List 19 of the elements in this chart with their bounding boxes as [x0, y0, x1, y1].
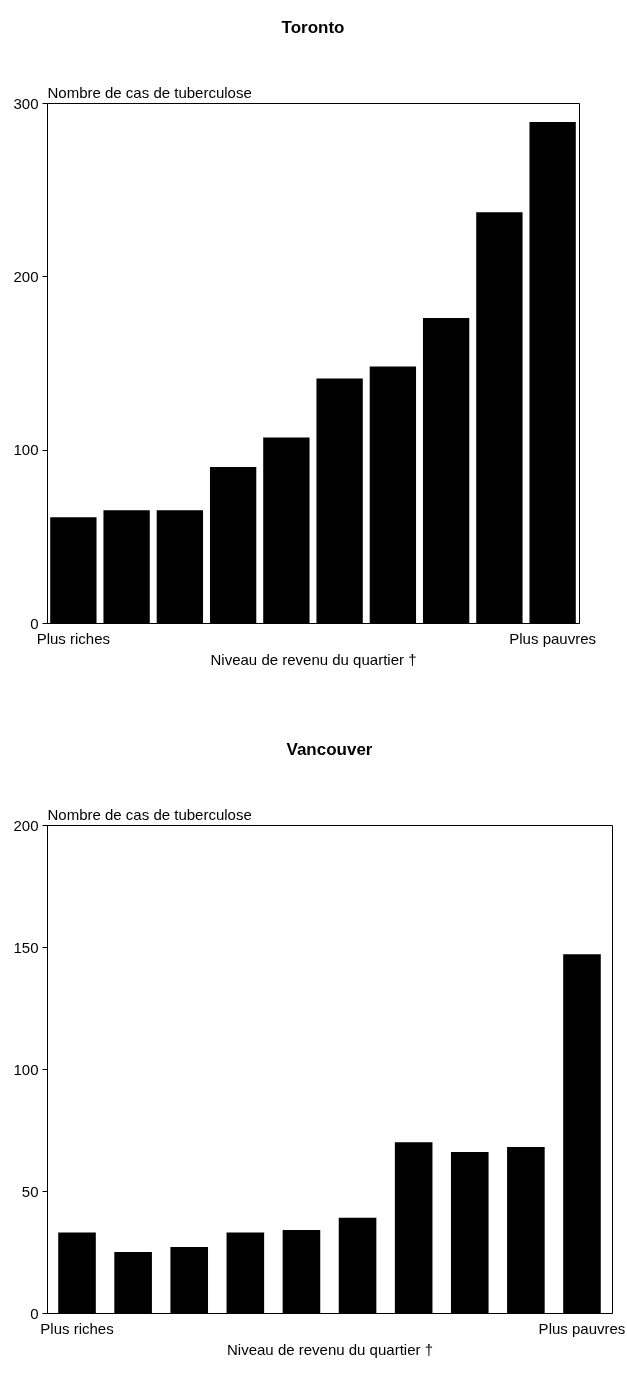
x-tick-label: Plus pauvres — [509, 629, 596, 647]
y-tick-label: 100 — [13, 441, 39, 459]
chart-title: Toronto — [281, 18, 345, 37]
y-tick-label: 0 — [30, 1304, 39, 1322]
x-axis-title: Niveau de revenu du quartier † — [210, 650, 417, 668]
x-axis-title: Niveau de revenu du quartier † — [227, 1340, 433, 1358]
x-tick-label: Plus riches — [40, 1319, 114, 1337]
y-tick-label: 50 — [21, 1182, 39, 1200]
y-tick-label: 200 — [13, 267, 39, 285]
y-tick-label: 300 — [13, 94, 39, 112]
chart-title: Vancouver — [286, 740, 373, 759]
y-tick-label: 100 — [13, 1060, 39, 1078]
x-tick-label: Plus riches — [36, 629, 111, 647]
x-tick-label: Plus pauvres — [538, 1319, 626, 1337]
y-tick-label: 150 — [13, 938, 39, 956]
y-tick-label: 200 — [13, 816, 39, 834]
y-axis-title: Nombre de cas de tuberculose — [47, 83, 252, 101]
y-tick-label: 0 — [30, 614, 39, 632]
y-axis-title: Nombre de cas de tuberculose — [47, 805, 252, 823]
